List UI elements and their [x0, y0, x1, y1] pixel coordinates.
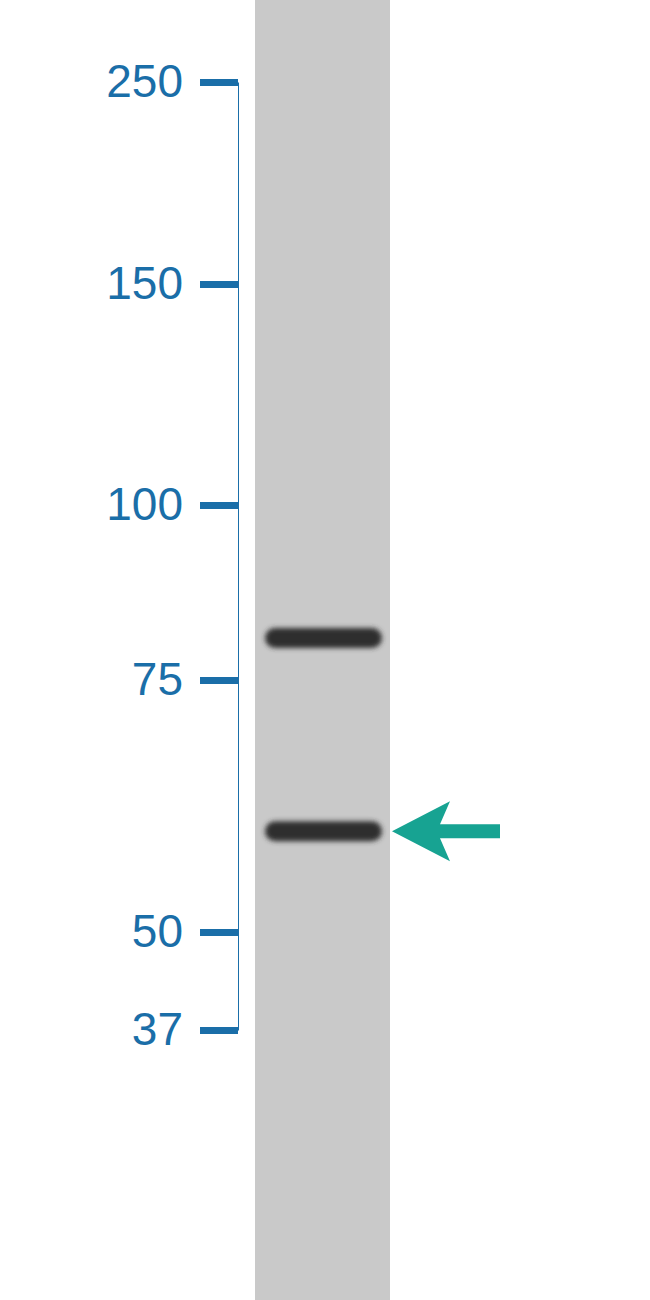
tick-mark: [200, 1027, 238, 1034]
band: [265, 628, 382, 648]
tick-mark: [200, 281, 238, 288]
tick: 75: [132, 653, 238, 705]
lane: [255, 0, 390, 1300]
tick-mark: [200, 929, 238, 936]
tick-mark: [200, 677, 238, 684]
tick-label: 100: [106, 478, 183, 530]
tick: 150: [106, 257, 238, 309]
tick: 100: [106, 478, 238, 530]
arrow: [392, 801, 500, 861]
tick-mark: [200, 502, 238, 509]
y-axis: 37 50 75 100 150 250: [106, 55, 238, 1055]
tick-label: 75: [132, 653, 183, 705]
tick-label: 250: [106, 55, 183, 107]
tick: 37: [132, 1003, 238, 1055]
tick: 50: [132, 905, 238, 957]
tick-label: 50: [132, 905, 183, 957]
tick-mark: [200, 79, 238, 86]
tick-label: 37: [132, 1003, 183, 1055]
bands: [265, 628, 382, 841]
blot-figure: 37 50 75 100 150 250: [0, 0, 650, 1300]
tick-label: 150: [106, 257, 183, 309]
band: [265, 821, 382, 841]
tick: 250: [106, 55, 238, 107]
axis-line: [238, 83, 239, 1031]
